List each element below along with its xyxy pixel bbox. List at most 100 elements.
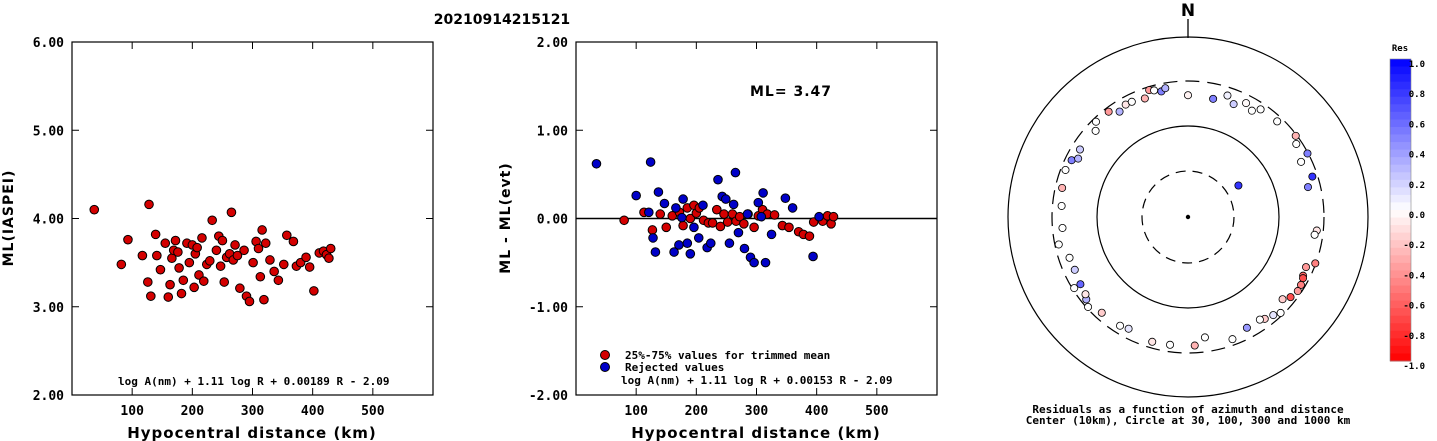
station-point — [1299, 274, 1308, 283]
colorbar-cell — [1390, 194, 1411, 203]
data-point — [653, 187, 664, 197]
x-axis-label: Hypocentral distance (km) — [127, 424, 377, 441]
station-point — [1054, 240, 1063, 249]
data-point — [143, 277, 153, 287]
data-point — [189, 282, 199, 293]
x-axis-label: Hypocentral distance (km) — [631, 424, 881, 441]
data-point — [648, 233, 658, 243]
station-point — [1076, 280, 1085, 289]
colorbar-cell — [1390, 142, 1411, 151]
station-point — [1081, 290, 1090, 299]
data-point — [150, 229, 161, 240]
station-point — [1234, 181, 1243, 190]
data-point — [207, 215, 217, 226]
station-point — [1061, 165, 1070, 174]
data-point — [309, 286, 319, 296]
data-point — [232, 250, 243, 261]
colorbar-cell — [1390, 323, 1411, 332]
data-point — [137, 250, 148, 261]
data-point — [219, 277, 230, 287]
station-point — [1124, 324, 1133, 333]
colorbar-cell — [1390, 330, 1411, 339]
data-point — [244, 296, 255, 307]
colorbar-cell — [1390, 345, 1411, 354]
colorbar-cell — [1390, 338, 1411, 347]
colorbar-label: -0.4 — [1403, 271, 1425, 281]
colorbar-cell — [1390, 59, 1411, 68]
station-point — [1140, 94, 1149, 103]
colorbar-frame — [1389, 58, 1412, 362]
colorbar-cell — [1390, 119, 1411, 128]
colorbar-cell — [1390, 89, 1411, 98]
data-point — [281, 230, 292, 241]
ring-1000km — [1007, 36, 1369, 398]
legend: 25%-75% values for trimmed mean Rejected… — [600, 349, 830, 374]
data-point — [760, 257, 771, 268]
data-points — [89, 199, 336, 307]
caption-line-2: Center (10km), Circle at 30, 100, 300 an… — [1026, 414, 1351, 427]
data-point — [728, 199, 739, 210]
data-point — [733, 227, 744, 238]
colorbar-cell — [1390, 277, 1411, 286]
station-point — [1161, 84, 1170, 93]
data-point — [278, 259, 289, 270]
x-tick-label: 200 — [685, 404, 709, 419]
residual-vs-distance-chart: 100 200 300 400 500 -2.00 -1.00 0.00 1.00 2.00 M… — [498, 36, 938, 441]
y-tick-label: 3.00 — [33, 301, 64, 316]
data-point — [758, 188, 768, 198]
colorbar-cell — [1390, 217, 1411, 226]
formula-text: log A(nm) + 1.11 log R + 0.00153 R - 2.0… — [621, 374, 893, 387]
data-point — [693, 233, 704, 243]
station-point — [1148, 337, 1157, 346]
colorbar-cell — [1390, 149, 1411, 158]
colorbar-cell — [1390, 126, 1411, 135]
data-point — [724, 238, 735, 249]
data-point — [650, 247, 661, 257]
data-point — [165, 279, 175, 290]
data-point — [756, 211, 767, 222]
colorbar-label: 0.6 — [1409, 120, 1425, 130]
colorbar-cell — [1390, 81, 1411, 90]
colorbar-cell — [1390, 202, 1411, 211]
station-point — [1273, 117, 1282, 126]
data-point — [288, 236, 299, 247]
data-point — [273, 275, 284, 286]
data-point — [146, 291, 156, 301]
data-point — [705, 238, 716, 249]
data-point — [631, 190, 641, 201]
legend-label-trimmed: 25%-75% values for trimmed mean — [625, 349, 830, 362]
data-point — [647, 225, 658, 235]
data-point — [174, 263, 184, 273]
colorbar-cell — [1390, 262, 1411, 271]
ring-300km — [1051, 80, 1325, 354]
data-point — [661, 222, 672, 233]
station-point — [1070, 284, 1079, 293]
data-point — [766, 229, 777, 240]
north-label: N — [1181, 1, 1195, 21]
legend-marker-trimmed — [600, 350, 610, 360]
y-tick-labels: -2.00 -1.00 0.00 1.00 2.00 — [529, 36, 568, 404]
station-point — [1308, 172, 1317, 181]
colorbar-cell — [1390, 247, 1411, 256]
epicenter-marker — [1185, 214, 1191, 220]
data-point — [749, 222, 759, 233]
colorbar-cell — [1390, 353, 1411, 362]
data-point — [678, 194, 688, 204]
ring-30km — [1141, 170, 1235, 264]
y-tick-label: -1.00 — [529, 301, 568, 316]
data-point — [163, 292, 174, 302]
station-point — [1091, 126, 1100, 135]
tick-marks — [576, 41, 937, 396]
data-point — [265, 255, 275, 265]
station-point — [1242, 99, 1251, 108]
y-tick-label: 0.00 — [537, 213, 568, 228]
colorbar-cell — [1390, 134, 1411, 143]
data-point — [257, 225, 267, 235]
data-point — [144, 199, 154, 210]
colorbar-cell — [1390, 308, 1411, 317]
data-point — [707, 218, 718, 228]
data-point — [325, 243, 336, 254]
colorbar-cell — [1390, 255, 1411, 264]
station-point — [1115, 107, 1124, 116]
